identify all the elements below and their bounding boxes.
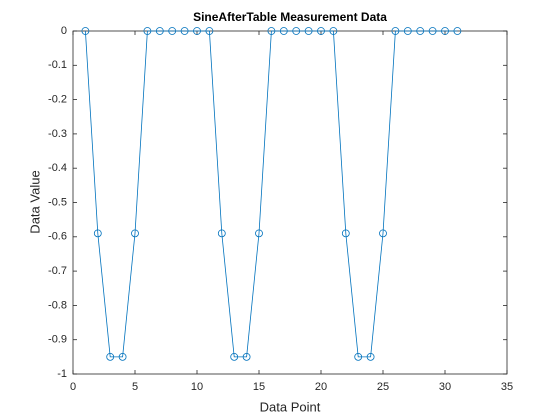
x-tick-label: 25	[377, 381, 389, 393]
x-tick-label: 15	[253, 381, 265, 393]
x-tick-label: 35	[501, 381, 513, 393]
x-axis-label: Data Point	[260, 399, 321, 414]
axes-box	[72, 30, 508, 375]
data-point	[329, 27, 338, 35]
y-tick-label: 0	[61, 25, 67, 37]
data-point	[304, 27, 313, 35]
data-point	[230, 352, 239, 361]
data-point	[143, 27, 152, 35]
data-point	[267, 27, 276, 35]
data-point	[279, 27, 288, 35]
data-line	[85, 30, 458, 358]
y-tick-label: -0.8	[48, 299, 67, 311]
chart-title: SineAfterTable Measurement Data	[193, 10, 387, 24]
data-point	[193, 27, 201, 35]
data-point	[106, 352, 115, 361]
y-tick-label: -0.9	[48, 334, 67, 346]
y-tick-label: -0.1	[48, 59, 67, 71]
y-tick-label: -0.5	[48, 196, 67, 208]
data-point	[379, 229, 387, 238]
data-point	[416, 27, 425, 35]
y-axis-label: Data Value	[27, 170, 42, 233]
data-point	[292, 27, 301, 35]
y-tick-label: -0.2	[48, 94, 67, 106]
data-point	[155, 27, 164, 35]
data-point	[118, 352, 127, 361]
y-tick-label: -0.6	[48, 231, 67, 243]
data-point	[341, 229, 350, 238]
data-point	[354, 352, 363, 361]
data-point	[242, 352, 251, 361]
x-tick-label: 10	[191, 381, 203, 393]
x-tick-label: 5	[132, 381, 138, 393]
data-point	[403, 27, 412, 35]
data-point	[168, 27, 177, 35]
x-tick-label: 30	[439, 381, 451, 393]
data-point	[93, 229, 102, 238]
y-tick-label: -0.4	[48, 162, 67, 174]
y-tick-label: -0.3	[48, 128, 67, 140]
data-point	[217, 229, 226, 238]
y-tick-label: -0.7	[48, 265, 67, 277]
data-point	[180, 27, 189, 35]
data-point	[453, 27, 462, 35]
y-tick-label: -1	[57, 368, 67, 380]
data-point	[391, 27, 400, 35]
data-point	[255, 229, 263, 238]
x-tick-label: 0	[70, 381, 76, 393]
x-tick-label: 20	[315, 381, 327, 393]
data-point	[366, 352, 375, 361]
data-point	[317, 27, 325, 35]
data-point	[205, 27, 214, 35]
data-point	[131, 229, 139, 238]
data-point	[441, 27, 449, 35]
data-point	[428, 27, 437, 35]
data-point	[81, 27, 90, 35]
